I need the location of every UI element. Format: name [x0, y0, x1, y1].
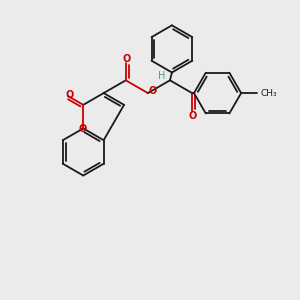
Text: O: O — [148, 86, 157, 96]
Text: H: H — [158, 71, 166, 81]
Text: O: O — [66, 90, 74, 100]
Text: O: O — [78, 124, 86, 134]
Text: O: O — [189, 111, 197, 121]
Text: CH₃: CH₃ — [261, 88, 278, 98]
Text: O: O — [123, 54, 131, 64]
